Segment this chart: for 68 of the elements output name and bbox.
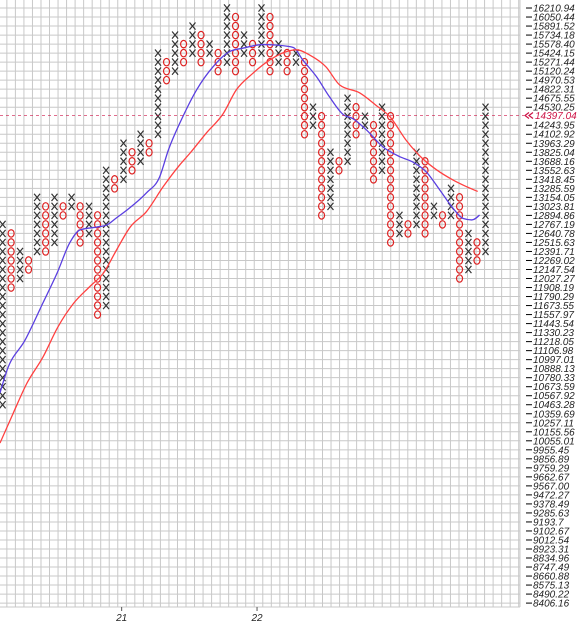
y-tick-label: 9285.63 xyxy=(533,508,570,520)
y-tick-label: 9759.29 xyxy=(533,463,570,474)
x-tick-label: 21 xyxy=(115,613,128,624)
y-tick-label: 11443.54 xyxy=(533,319,574,330)
y-tick-label: 11330.23 xyxy=(533,328,574,340)
x-tick-label: 22 xyxy=(250,613,264,624)
y-tick-label: 14102.92 xyxy=(533,130,576,141)
y-tick-label: 12767.19 xyxy=(533,220,576,231)
y-tick-label: 12640.78 xyxy=(533,228,576,240)
y-tick-label: 9193.7 xyxy=(533,517,564,528)
y-tick-label: 10257.11 xyxy=(533,418,574,430)
y-tick-label: 12027.27 xyxy=(533,274,576,286)
y-tick-label: 10155.56 xyxy=(533,427,576,438)
y-tick-label: 14243.95 xyxy=(533,120,576,132)
ref-line-label: 14397.04 xyxy=(535,111,578,122)
y-tick-label: 16050.44 xyxy=(533,12,576,24)
y-tick-label: 13418.45 xyxy=(533,174,576,186)
y-tick-label: 12515.63 xyxy=(533,238,576,249)
y-tick-label: 10888.13 xyxy=(533,364,576,376)
y-tick-label: 15578.40 xyxy=(533,40,576,51)
y-tick-label: 9102.67 xyxy=(533,526,570,538)
y-tick-label: 10055.01 xyxy=(533,436,575,448)
y-tick-label: 14675.55 xyxy=(533,94,576,105)
y-tick-label: 9856.89 xyxy=(533,454,570,466)
y-tick-label: 10359.69 xyxy=(533,409,576,420)
y-tick-label: 8575.13 xyxy=(533,580,570,592)
y-tick-label: 12269.02 xyxy=(533,256,576,267)
y-tick-label: 11908.19 xyxy=(533,283,574,294)
y-tick-label: 9955.45 xyxy=(533,445,570,456)
y-tick-label: 8923.31 xyxy=(533,544,570,556)
y-tick-label: 13825.04 xyxy=(533,148,576,159)
y-tick-label: 9012.54 xyxy=(533,535,570,546)
y-tick-label: 13552.63 xyxy=(533,166,576,177)
y-tick-label: 8747.49 xyxy=(533,562,570,574)
y-tick-label: 13023.81 xyxy=(533,202,575,213)
y-tick-label: 11673.55 xyxy=(533,301,574,312)
y-tick-label: 8834.96 xyxy=(533,554,570,565)
y-tick-label: 10780.33 xyxy=(533,373,576,384)
y-tick-label: 9567.00 xyxy=(533,481,570,492)
y-tick-label: 8406.16 xyxy=(533,598,570,610)
y-tick-label: 15891.52 xyxy=(533,22,576,33)
y-tick-label: 10997.01 xyxy=(533,355,575,366)
y-tick-label: 12894.86 xyxy=(533,210,576,222)
y-tick-label: 13154.05 xyxy=(533,192,576,204)
y-tick-label: 13688.16 xyxy=(533,156,576,168)
y-tick-label: 10567.92 xyxy=(533,391,576,402)
y-tick-label: 8490.22 xyxy=(533,590,570,601)
y-tick-label: 10673.59 xyxy=(533,382,576,394)
y-tick-label: 11557.97 xyxy=(533,310,574,322)
y-tick-label: 9378.49 xyxy=(533,499,570,510)
y-tick-label: 13963.29 xyxy=(533,138,576,150)
y-tick-label: 14822.31 xyxy=(533,84,575,96)
y-tick-label: 12147.54 xyxy=(533,264,576,276)
y-tick-label: 11218.05 xyxy=(533,337,574,348)
y-tick-label: 10463.28 xyxy=(533,400,576,412)
y-tick-label: 11106.98 xyxy=(533,346,574,358)
y-tick-label: 13285.59 xyxy=(533,184,576,195)
y-tick-label: 8660.88 xyxy=(533,572,570,583)
y-tick-label: 11790.29 xyxy=(533,292,574,304)
y-tick-label: 15424.15 xyxy=(533,48,576,60)
y-tick-label: 15120.24 xyxy=(533,66,576,78)
y-tick-label: 14970.53 xyxy=(533,76,576,87)
y-tick-label: 12391.71 xyxy=(533,246,575,258)
y-tick-label: 16210.94 xyxy=(533,4,576,15)
y-tick-label: 15734.18 xyxy=(533,30,576,42)
y-tick-label: 15271.44 xyxy=(533,58,576,69)
y-tick-label: 9472.27 xyxy=(533,490,570,502)
y-tick-label: 9662.67 xyxy=(533,472,570,484)
